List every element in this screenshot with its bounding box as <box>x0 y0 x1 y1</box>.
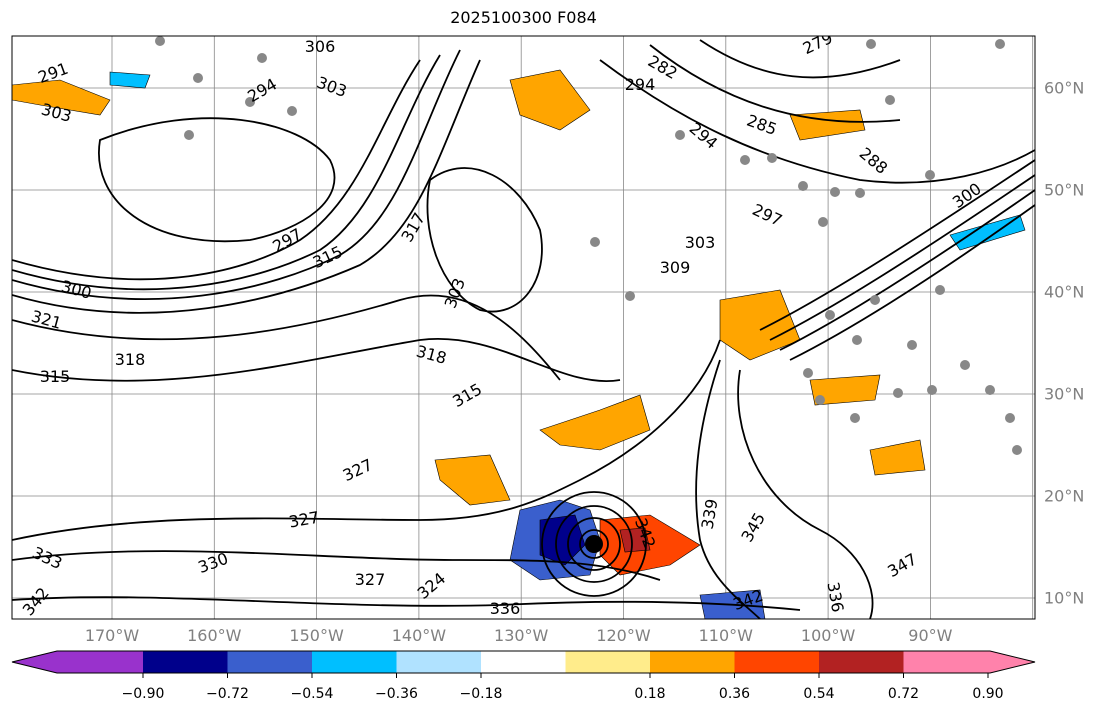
colorbar-segment <box>650 651 735 673</box>
contour-label: 315 <box>40 367 71 386</box>
contours <box>12 39 1035 619</box>
colorbar-segment <box>312 651 397 673</box>
contour-label: 336 <box>490 599 521 618</box>
latitude-tick-label: 10°N <box>1044 588 1085 608</box>
storm-center-marker <box>585 535 603 553</box>
colorbar-outline <box>11 650 1036 674</box>
shaded-regions <box>12 69 1026 619</box>
colorbar-segment <box>227 651 312 673</box>
latitude-tick-label: 20°N <box>1044 486 1085 506</box>
colorbar-tick-label: −0.90 <box>121 686 165 702</box>
contour-label: 306 <box>305 37 336 56</box>
contour-label: 309 <box>660 258 691 277</box>
colorbar-extend-max <box>903 651 1035 673</box>
colorbar-tick-label: 0.90 <box>972 686 1004 702</box>
colorbar-tick-label: −0.36 <box>375 686 418 702</box>
colorbar-tick-label: 0.54 <box>803 686 835 702</box>
longitude-tick-label: 160°W <box>187 626 242 645</box>
colorbar-segment <box>819 651 904 673</box>
colorbar <box>11 650 1036 678</box>
colorbar-tick-label: −0.54 <box>290 686 334 702</box>
longitude-tick-label: 150°W <box>289 626 344 645</box>
longitude-tick-label: 90°W <box>908 626 953 645</box>
contour-label: 327 <box>355 570 386 589</box>
colorbar-segment <box>481 651 566 673</box>
latitude-tick-label: 60°N <box>1044 78 1085 98</box>
latitude-tick-label: 30°N <box>1044 384 1085 404</box>
colorbar-tick-label: −0.18 <box>459 686 503 702</box>
longitude-tick-label: 130°W <box>494 626 549 645</box>
plot-title: 2025100300 F084 <box>450 8 597 27</box>
latitude-tick-label: 40°N <box>1044 282 1085 302</box>
colorbar-tick-label: 0.36 <box>718 686 751 702</box>
latitude-tick-label: 50°N <box>1044 180 1085 200</box>
longitude-tick-label: 170°W <box>84 626 140 645</box>
map-frame <box>11 35 1036 620</box>
longitude-tick-label: 140°W <box>391 626 447 645</box>
contour-label: 303 <box>685 233 716 252</box>
station-dots <box>155 36 1022 455</box>
colorbar-segment <box>734 651 819 673</box>
colorbar-tick-label: 0.72 <box>887 686 920 702</box>
longitude-tick-label: 120°W <box>596 626 651 645</box>
colorbar-tick-label: 0.18 <box>634 686 666 702</box>
colorbar-extend-min <box>12 651 143 673</box>
colorbar-tick-label: −0.72 <box>206 686 249 702</box>
contour-label: 318 <box>115 350 146 369</box>
longitude-tick-label: 100°W <box>800 626 856 645</box>
longitude-tick-label: 110°W <box>698 626 753 645</box>
colorbar-segment <box>565 651 650 673</box>
contour-label: 294 <box>625 75 656 94</box>
colorbar-segment <box>143 651 228 673</box>
colorbar-segment <box>396 651 481 673</box>
